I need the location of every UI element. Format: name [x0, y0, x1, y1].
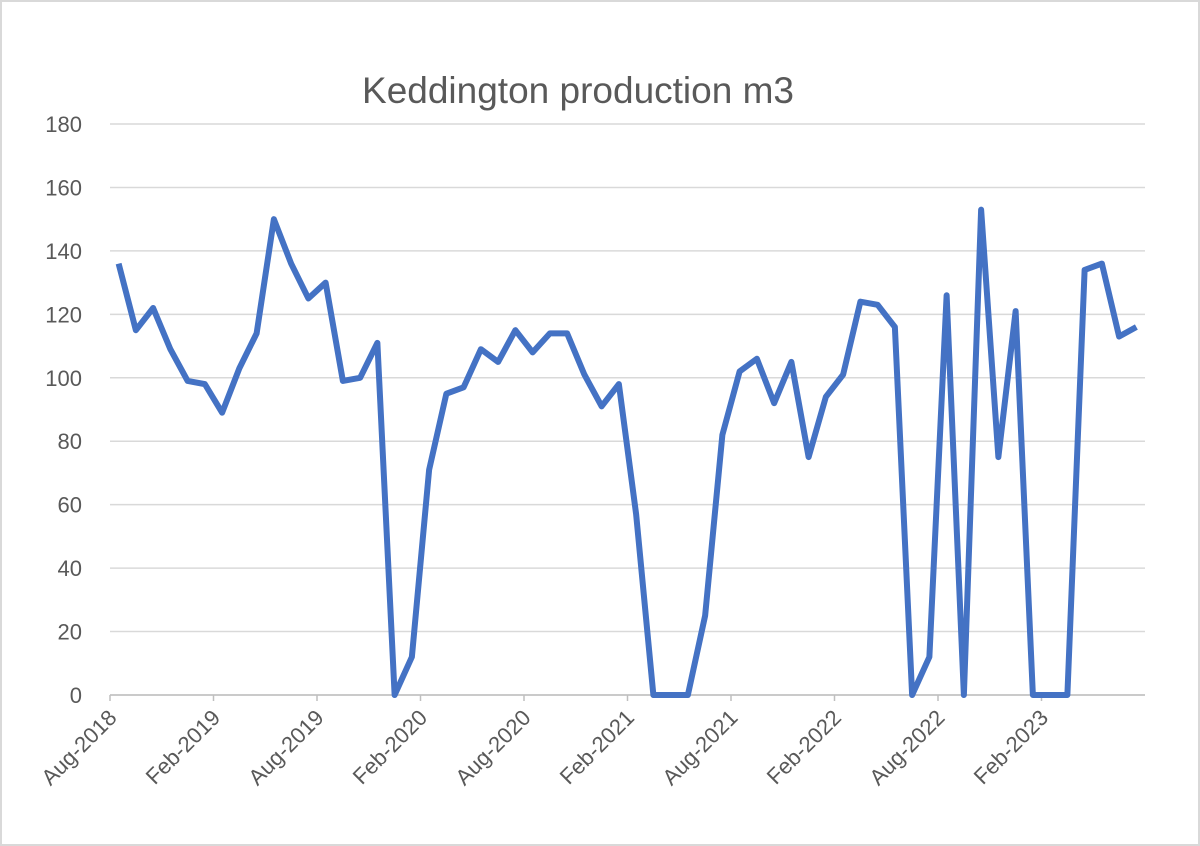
- y-tick-label: 60: [58, 493, 82, 518]
- y-tick-label: 180: [45, 112, 82, 137]
- y-tick-label: 160: [45, 175, 82, 200]
- y-tick-label: 0: [70, 683, 82, 708]
- y-tick-label: 140: [45, 239, 82, 264]
- line-series: [115, 206, 1138, 698]
- chart-title: Keddington production m3: [362, 70, 794, 111]
- y-tick-label: 40: [58, 556, 82, 581]
- y-tick-label: 80: [58, 429, 82, 454]
- y-tick-label: 20: [58, 620, 82, 645]
- y-tick-label: 100: [45, 366, 82, 391]
- y-tick-label: 120: [45, 302, 82, 327]
